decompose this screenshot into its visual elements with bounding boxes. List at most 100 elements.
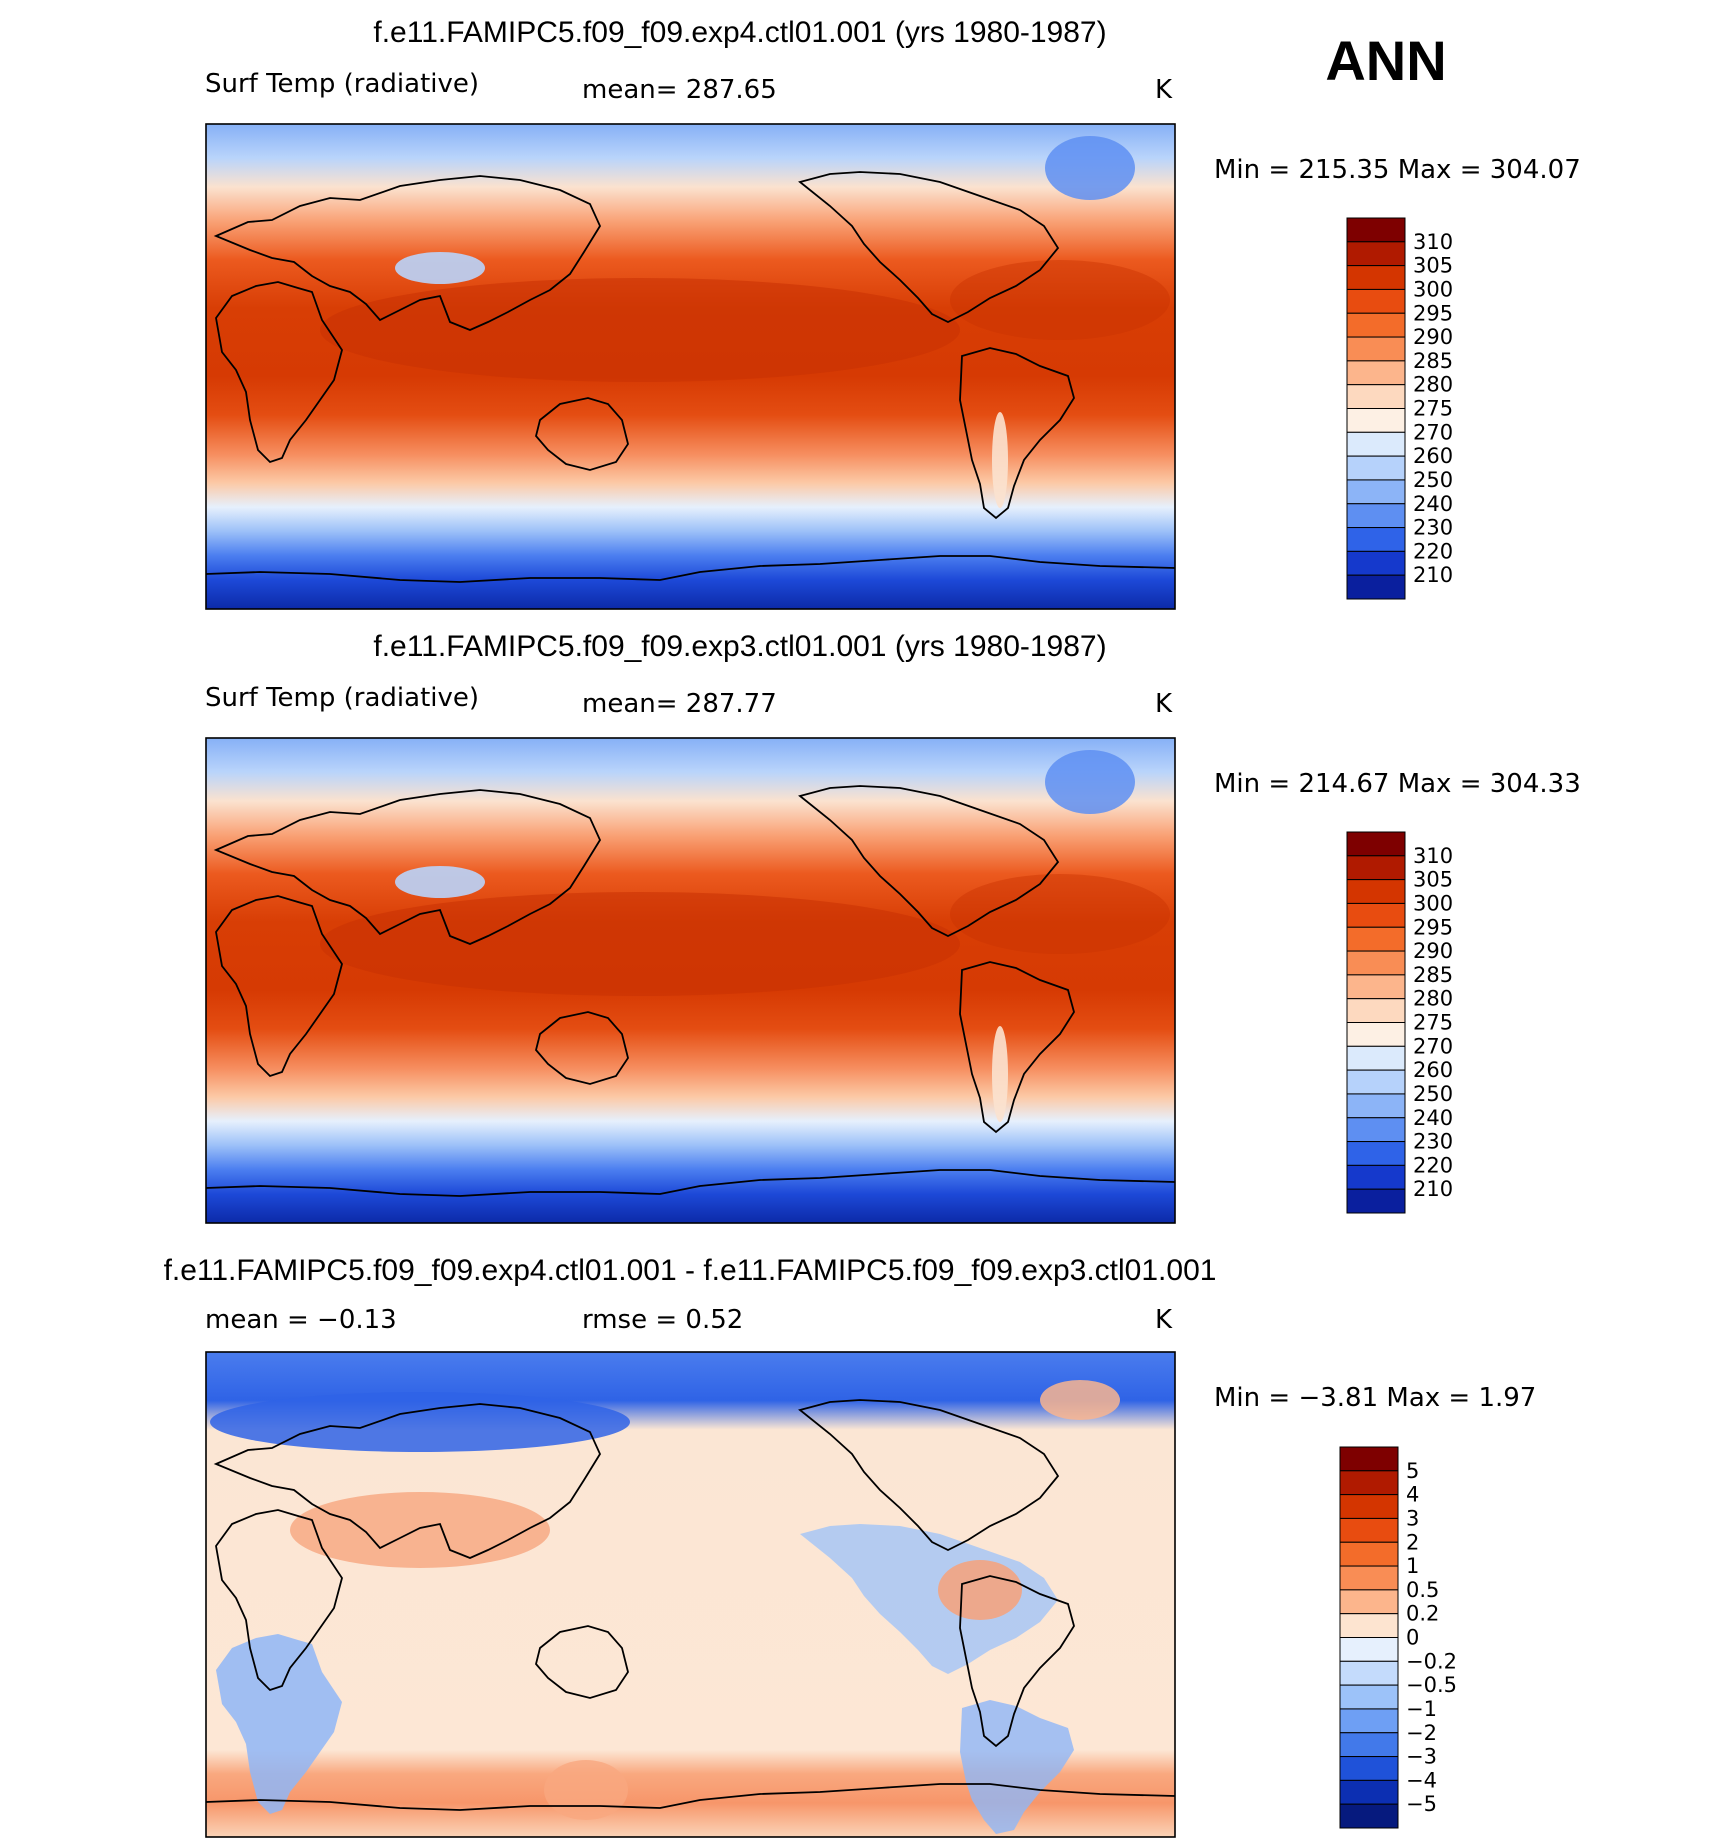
colorbar-tick-label: 295	[1413, 301, 1453, 325]
colorbar-swatch	[1346, 974, 1406, 1000]
colorbar-swatch	[1346, 431, 1406, 457]
panel-1-units: K	[1155, 75, 1173, 105]
africa-cool-anomaly	[216, 1634, 342, 1814]
antarctica-coast	[205, 1783, 1176, 1811]
greenland-cold-region	[1045, 136, 1135, 200]
panel-2-title: f.e11.FAMIPC5.f09_f09.exp3.ctl01.001 (yr…	[373, 630, 1106, 663]
colorbar-tick-label: −0.5	[1406, 1673, 1457, 1697]
africa-coast	[215, 281, 343, 464]
panel-2-map	[205, 737, 1176, 1224]
panel-3-map	[205, 1351, 1176, 1838]
north-america-coast	[798, 171, 1060, 324]
north-america-coast	[798, 785, 1060, 938]
colorbar-tick-label: 300	[1413, 277, 1453, 301]
coastlines	[205, 1399, 1176, 1811]
north-america-cool-anomaly	[800, 1524, 1058, 1674]
panel-3-rmse: rmse = 0.52	[582, 1305, 743, 1335]
panel-1-variable: Surf Temp (radiative)	[205, 69, 479, 99]
warm-pool	[950, 260, 1170, 340]
colorbar-swatch	[1339, 1470, 1399, 1496]
colorbar-swatch	[1346, 527, 1406, 552]
map-frame	[205, 1351, 1176, 1838]
panel-1-map	[205, 123, 1176, 610]
colorbar-tick-label: −5	[1406, 1792, 1437, 1816]
coastlines	[205, 785, 1176, 1197]
australia-coast	[535, 1011, 629, 1085]
andes-cool-region	[992, 412, 1008, 508]
andes-cool-region	[992, 1026, 1008, 1122]
panel-3-mean: mean = −0.13	[205, 1305, 397, 1335]
colorbar-tick-label: 0.2	[1406, 1602, 1439, 1626]
colorbar-swatch	[1339, 1756, 1399, 1781]
colorbar-tick-label: 220	[1413, 539, 1453, 563]
colorbar-tick-label: 285	[1413, 963, 1453, 987]
colorbar-swatch	[1346, 360, 1406, 386]
colorbar-tick-label: −1	[1406, 1697, 1437, 1721]
panel-1-title: f.e11.FAMIPC5.f09_f09.exp4.ctl01.001 (yr…	[373, 16, 1106, 49]
colorbar-swatch	[1339, 1803, 1399, 1829]
colorbar-swatch	[1346, 1069, 1406, 1095]
colorbar-tick-label: 250	[1413, 1082, 1453, 1106]
panel-3-units: K	[1155, 1305, 1173, 1335]
colorbar-tick-label: 280	[1413, 373, 1453, 397]
colorbar-swatch	[1339, 1494, 1399, 1519]
colorbar-tick-label: −4	[1406, 1768, 1437, 1792]
colorbar-swatch	[1339, 1637, 1399, 1662]
antarctica-coast	[205, 1169, 1176, 1197]
colorbar-tick-label: 210	[1413, 1177, 1453, 1201]
colorbar-tick-label: 270	[1413, 1034, 1453, 1058]
colorbar-tick-label: 240	[1413, 1106, 1453, 1130]
colorbar-tick-label: 270	[1413, 420, 1453, 444]
colorbar-tick-label: 250	[1413, 468, 1453, 492]
colorbar-tick-label: 295	[1413, 915, 1453, 939]
australia-coast	[535, 1625, 629, 1699]
colorbar-tick-label: 210	[1413, 563, 1453, 587]
colorbar-swatch	[1346, 998, 1406, 1023]
colorbar-tick-label: 290	[1413, 939, 1453, 963]
colorbar-tick-label: 310	[1413, 844, 1453, 868]
africa-coast	[215, 1509, 343, 1692]
colorbar-tick-label: 300	[1413, 891, 1453, 915]
colorbar-swatch	[1346, 241, 1406, 267]
eurasia-coast	[213, 789, 602, 945]
colorbar-swatch	[1346, 503, 1406, 529]
colorbar-tick-label: 240	[1413, 492, 1453, 516]
colorbar-swatch	[1346, 217, 1406, 243]
colorbar-swatch	[1346, 408, 1406, 433]
colorbar-swatch	[1346, 1141, 1406, 1166]
season-label: ANN	[1325, 29, 1446, 92]
panel-1: f.e11.FAMIPC5.f09_f09.exp4.ctl01.001 (yr…	[205, 16, 1581, 610]
colorbar-swatch	[1339, 1660, 1399, 1686]
colorbar-tick-label: −0.2	[1406, 1649, 1457, 1673]
colorbar-tick-label: 310	[1413, 230, 1453, 254]
south-america-coast	[959, 347, 1075, 520]
colorbar-tick-label: 290	[1413, 325, 1453, 349]
asia-warm-anomaly	[290, 1492, 550, 1568]
colorbar-swatch	[1346, 1164, 1406, 1190]
map-frame	[205, 123, 1176, 610]
colorbar-tick-label: 0.5	[1406, 1578, 1439, 1602]
colorbar-tick-label: 280	[1413, 987, 1453, 1011]
greenland-warm-anomaly	[1040, 1380, 1120, 1420]
south-america-coast	[959, 1575, 1075, 1748]
panel-3-title: f.e11.FAMIPC5.f09_f09.exp4.ctl01.001 - f…	[164, 1254, 1217, 1287]
colorbar-swatch	[1346, 926, 1406, 952]
colorbar-swatch	[1346, 336, 1406, 362]
colorbar-tick-label: 305	[1413, 254, 1453, 278]
colorbar-swatch	[1346, 1093, 1406, 1119]
colorbar-swatch	[1346, 1117, 1406, 1143]
colorbar-tick-label: 275	[1413, 1011, 1453, 1035]
siberia-cool-anomaly	[210, 1392, 630, 1452]
tibet-cold-region	[395, 252, 485, 284]
colorbar-swatch	[1339, 1613, 1399, 1638]
colorbar-swatch	[1339, 1589, 1399, 1615]
south-america-cool-anomaly	[960, 1700, 1074, 1834]
colorbar-swatch	[1346, 1022, 1406, 1047]
south-america-coast	[959, 961, 1075, 1134]
colorbar-swatch	[1339, 1684, 1399, 1710]
colorbar-tick-label: 0	[1406, 1626, 1419, 1650]
colorbar-tick-label: 275	[1413, 397, 1453, 421]
colorbar-swatch	[1346, 479, 1406, 505]
colorbar-tick-label: 260	[1413, 1058, 1453, 1082]
